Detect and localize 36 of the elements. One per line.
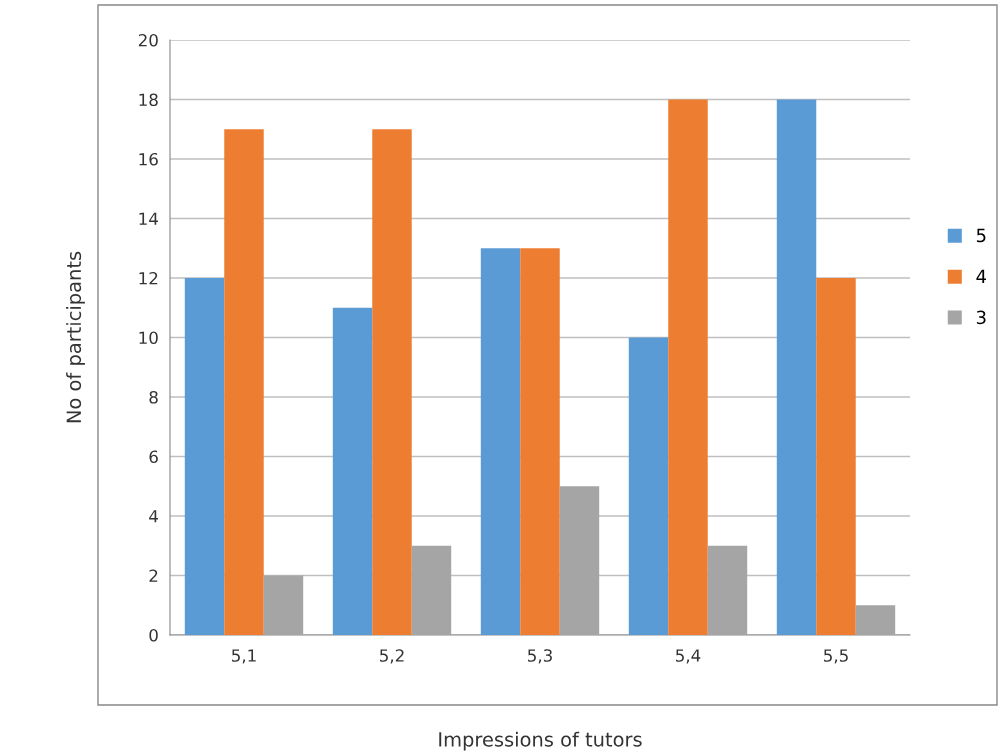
y-tick-label: 4 [149,510,158,523]
y-tick-label: 18 [139,93,158,107]
bar [855,605,896,635]
x-tick-label: 5,1 [232,649,256,664]
bar [776,99,817,635]
y-tick-label: 0 [149,628,158,642]
legend-label: 3 [976,310,986,325]
y-tick-label: 14 [139,212,158,225]
bar [263,575,304,635]
bar [184,278,225,635]
x-tick-label: 5,5 [824,649,848,664]
bar [224,129,264,635]
bar [520,248,560,635]
bar [559,486,600,635]
bar [816,278,856,635]
legend-label: 4 [976,269,987,283]
bar [411,545,452,635]
legend-label: 5 [976,228,986,243]
x-tick-label: 5,3 [528,649,552,664]
y-tick-label: 20 [138,33,158,47]
x-tick-label: 5,4 [676,649,701,664]
y-tick-label: 8 [149,390,158,404]
bar [332,307,373,635]
y-tick-label: 10 [139,331,158,345]
y-axis-title: No of participants [66,251,85,423]
bar [480,248,521,635]
bar [372,129,412,635]
bar [628,337,669,635]
bar [668,99,708,635]
y-tick-label: 6 [149,450,158,464]
y-tick-label: 2 [149,569,158,582]
bar [707,545,748,635]
x-axis-title: Impressions of tutors [439,731,642,751]
x-tick-label: 5,2 [380,649,404,664]
y-tick-label: 16 [139,152,158,166]
y-tick-label: 12 [139,271,158,285]
